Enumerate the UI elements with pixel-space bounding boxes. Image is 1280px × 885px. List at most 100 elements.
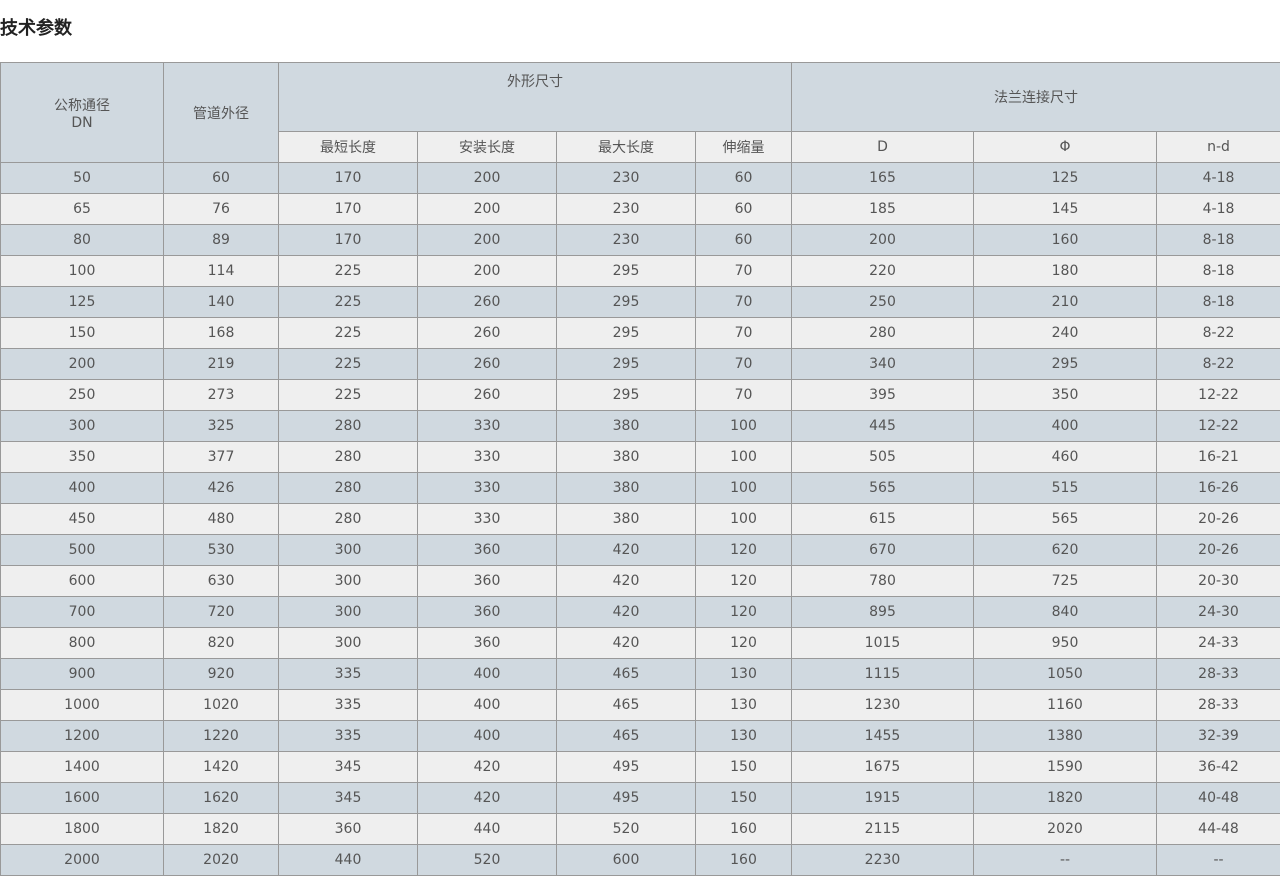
table-cell: 12-22 bbox=[1155, 379, 1280, 411]
table-cell: 200 bbox=[791, 224, 974, 256]
table-cell: 300 bbox=[278, 534, 418, 566]
table-cell: 615 bbox=[791, 503, 974, 535]
table-cell: 200 bbox=[417, 224, 557, 256]
table-cell: 495 bbox=[556, 751, 696, 783]
table-cell: 24-33 bbox=[1155, 627, 1280, 659]
header-pipe-od: 管道外径 bbox=[163, 62, 279, 163]
table-row: 400 426 280 330 380 100 565 515 16-26 bbox=[0, 472, 1280, 504]
table-cell: 900 bbox=[0, 658, 164, 690]
table-cell: 565 bbox=[973, 503, 1157, 535]
table-cell: 1015 bbox=[791, 627, 974, 659]
table-cell: 300 bbox=[278, 565, 418, 597]
table-cell: 2115 bbox=[791, 813, 974, 845]
table-cell: 400 bbox=[417, 720, 557, 752]
table-cell: 395 bbox=[791, 379, 974, 411]
table-cell: 1820 bbox=[973, 782, 1157, 814]
table-cell: 114 bbox=[163, 255, 279, 287]
table-cell: 1020 bbox=[163, 689, 279, 721]
table-cell: 76 bbox=[163, 193, 279, 225]
header-max-length: 最大长度 bbox=[556, 131, 696, 163]
page-title: 技术参数 bbox=[0, 18, 72, 39]
table-cell: 36-42 bbox=[1155, 751, 1280, 783]
table-row: 250 273 225 260 295 70 395 350 12-22 bbox=[0, 379, 1280, 411]
table-cell: 600 bbox=[556, 844, 696, 876]
table-cell: 100 bbox=[695, 410, 792, 442]
table-cell: 125 bbox=[973, 162, 1157, 194]
table-row: 50 60 170 200 230 60 165 125 4-18 bbox=[0, 162, 1280, 194]
table-cell: 1590 bbox=[973, 751, 1157, 783]
table-cell: -- bbox=[973, 844, 1157, 876]
table-cell: 335 bbox=[278, 689, 418, 721]
table-cell: 170 bbox=[278, 162, 418, 194]
table-cell: 360 bbox=[417, 534, 557, 566]
table-cell: 400 bbox=[417, 689, 557, 721]
table-cell: 50 bbox=[0, 162, 164, 194]
table-cell: 2230 bbox=[791, 844, 974, 876]
table-cell: 200 bbox=[417, 193, 557, 225]
table-cell: 295 bbox=[973, 348, 1157, 380]
table-cell: 1050 bbox=[973, 658, 1157, 690]
table-cell: 100 bbox=[0, 255, 164, 287]
table-cell: 180 bbox=[973, 255, 1157, 287]
table-cell: 120 bbox=[695, 596, 792, 628]
table-cell: 920 bbox=[163, 658, 279, 690]
table-cell: 330 bbox=[417, 410, 557, 442]
table-cell: 295 bbox=[556, 255, 696, 287]
table-cell: 330 bbox=[417, 503, 557, 535]
header-expansion: 伸缩量 bbox=[695, 131, 792, 163]
table-cell: -- bbox=[1155, 844, 1280, 876]
table-cell: 70 bbox=[695, 348, 792, 380]
table-cell: 8-18 bbox=[1155, 255, 1280, 287]
table-cell: 89 bbox=[163, 224, 279, 256]
table-cell: 130 bbox=[695, 720, 792, 752]
table-cell: 260 bbox=[417, 379, 557, 411]
table-row: 500 530 300 360 420 120 670 620 20-26 bbox=[0, 534, 1280, 566]
table-row: 1000 1020 335 400 465 130 1230 1160 28-33 bbox=[0, 689, 1280, 721]
table-cell: 295 bbox=[556, 286, 696, 318]
table-cell: 725 bbox=[973, 565, 1157, 597]
table-cell: 295 bbox=[556, 348, 696, 380]
table-cell: 20-26 bbox=[1155, 534, 1280, 566]
table-cell: 380 bbox=[556, 503, 696, 535]
table-cell: 350 bbox=[973, 379, 1157, 411]
table-cell: 225 bbox=[278, 317, 418, 349]
table-cell: 145 bbox=[973, 193, 1157, 225]
table-cell: 565 bbox=[791, 472, 974, 504]
table-cell: 1230 bbox=[791, 689, 974, 721]
table-cell: 16-21 bbox=[1155, 441, 1280, 473]
table-cell: 300 bbox=[278, 627, 418, 659]
table-row: 350 377 280 330 380 100 505 460 16-21 bbox=[0, 441, 1280, 473]
table-cell: 280 bbox=[278, 503, 418, 535]
table-cell: 150 bbox=[695, 782, 792, 814]
table-cell: 60 bbox=[695, 224, 792, 256]
table-cell: 330 bbox=[417, 441, 557, 473]
table-cell: 8-22 bbox=[1155, 317, 1280, 349]
table-cell: 130 bbox=[695, 658, 792, 690]
table-cell: 200 bbox=[0, 348, 164, 380]
table-cell: 200 bbox=[417, 162, 557, 194]
table-cell: 400 bbox=[973, 410, 1157, 442]
header-install-length: 安装长度 bbox=[417, 131, 557, 163]
table-cell: 1455 bbox=[791, 720, 974, 752]
table-cell: 670 bbox=[791, 534, 974, 566]
table-cell: 1380 bbox=[973, 720, 1157, 752]
table-cell: 400 bbox=[0, 472, 164, 504]
table-cell: 445 bbox=[791, 410, 974, 442]
table-cell: 1115 bbox=[791, 658, 974, 690]
table-cell: 820 bbox=[163, 627, 279, 659]
table-cell: 295 bbox=[556, 317, 696, 349]
table-cell: 220 bbox=[791, 255, 974, 287]
table-cell: 440 bbox=[278, 844, 418, 876]
table-cell: 125 bbox=[0, 286, 164, 318]
table-row: 100 114 225 200 295 70 220 180 8-18 bbox=[0, 255, 1280, 287]
table-cell: 440 bbox=[417, 813, 557, 845]
table-cell: 230 bbox=[556, 193, 696, 225]
table-row: 1800 1820 360 440 520 160 2115 2020 44-48 bbox=[0, 813, 1280, 845]
table-cell: 1220 bbox=[163, 720, 279, 752]
table-cell: 273 bbox=[163, 379, 279, 411]
header-outer-dims: 外形尺寸 bbox=[278, 62, 792, 132]
table-cell: 60 bbox=[695, 193, 792, 225]
table-cell: 420 bbox=[556, 565, 696, 597]
table-cell: 100 bbox=[695, 503, 792, 535]
table-cell: 1000 bbox=[0, 689, 164, 721]
